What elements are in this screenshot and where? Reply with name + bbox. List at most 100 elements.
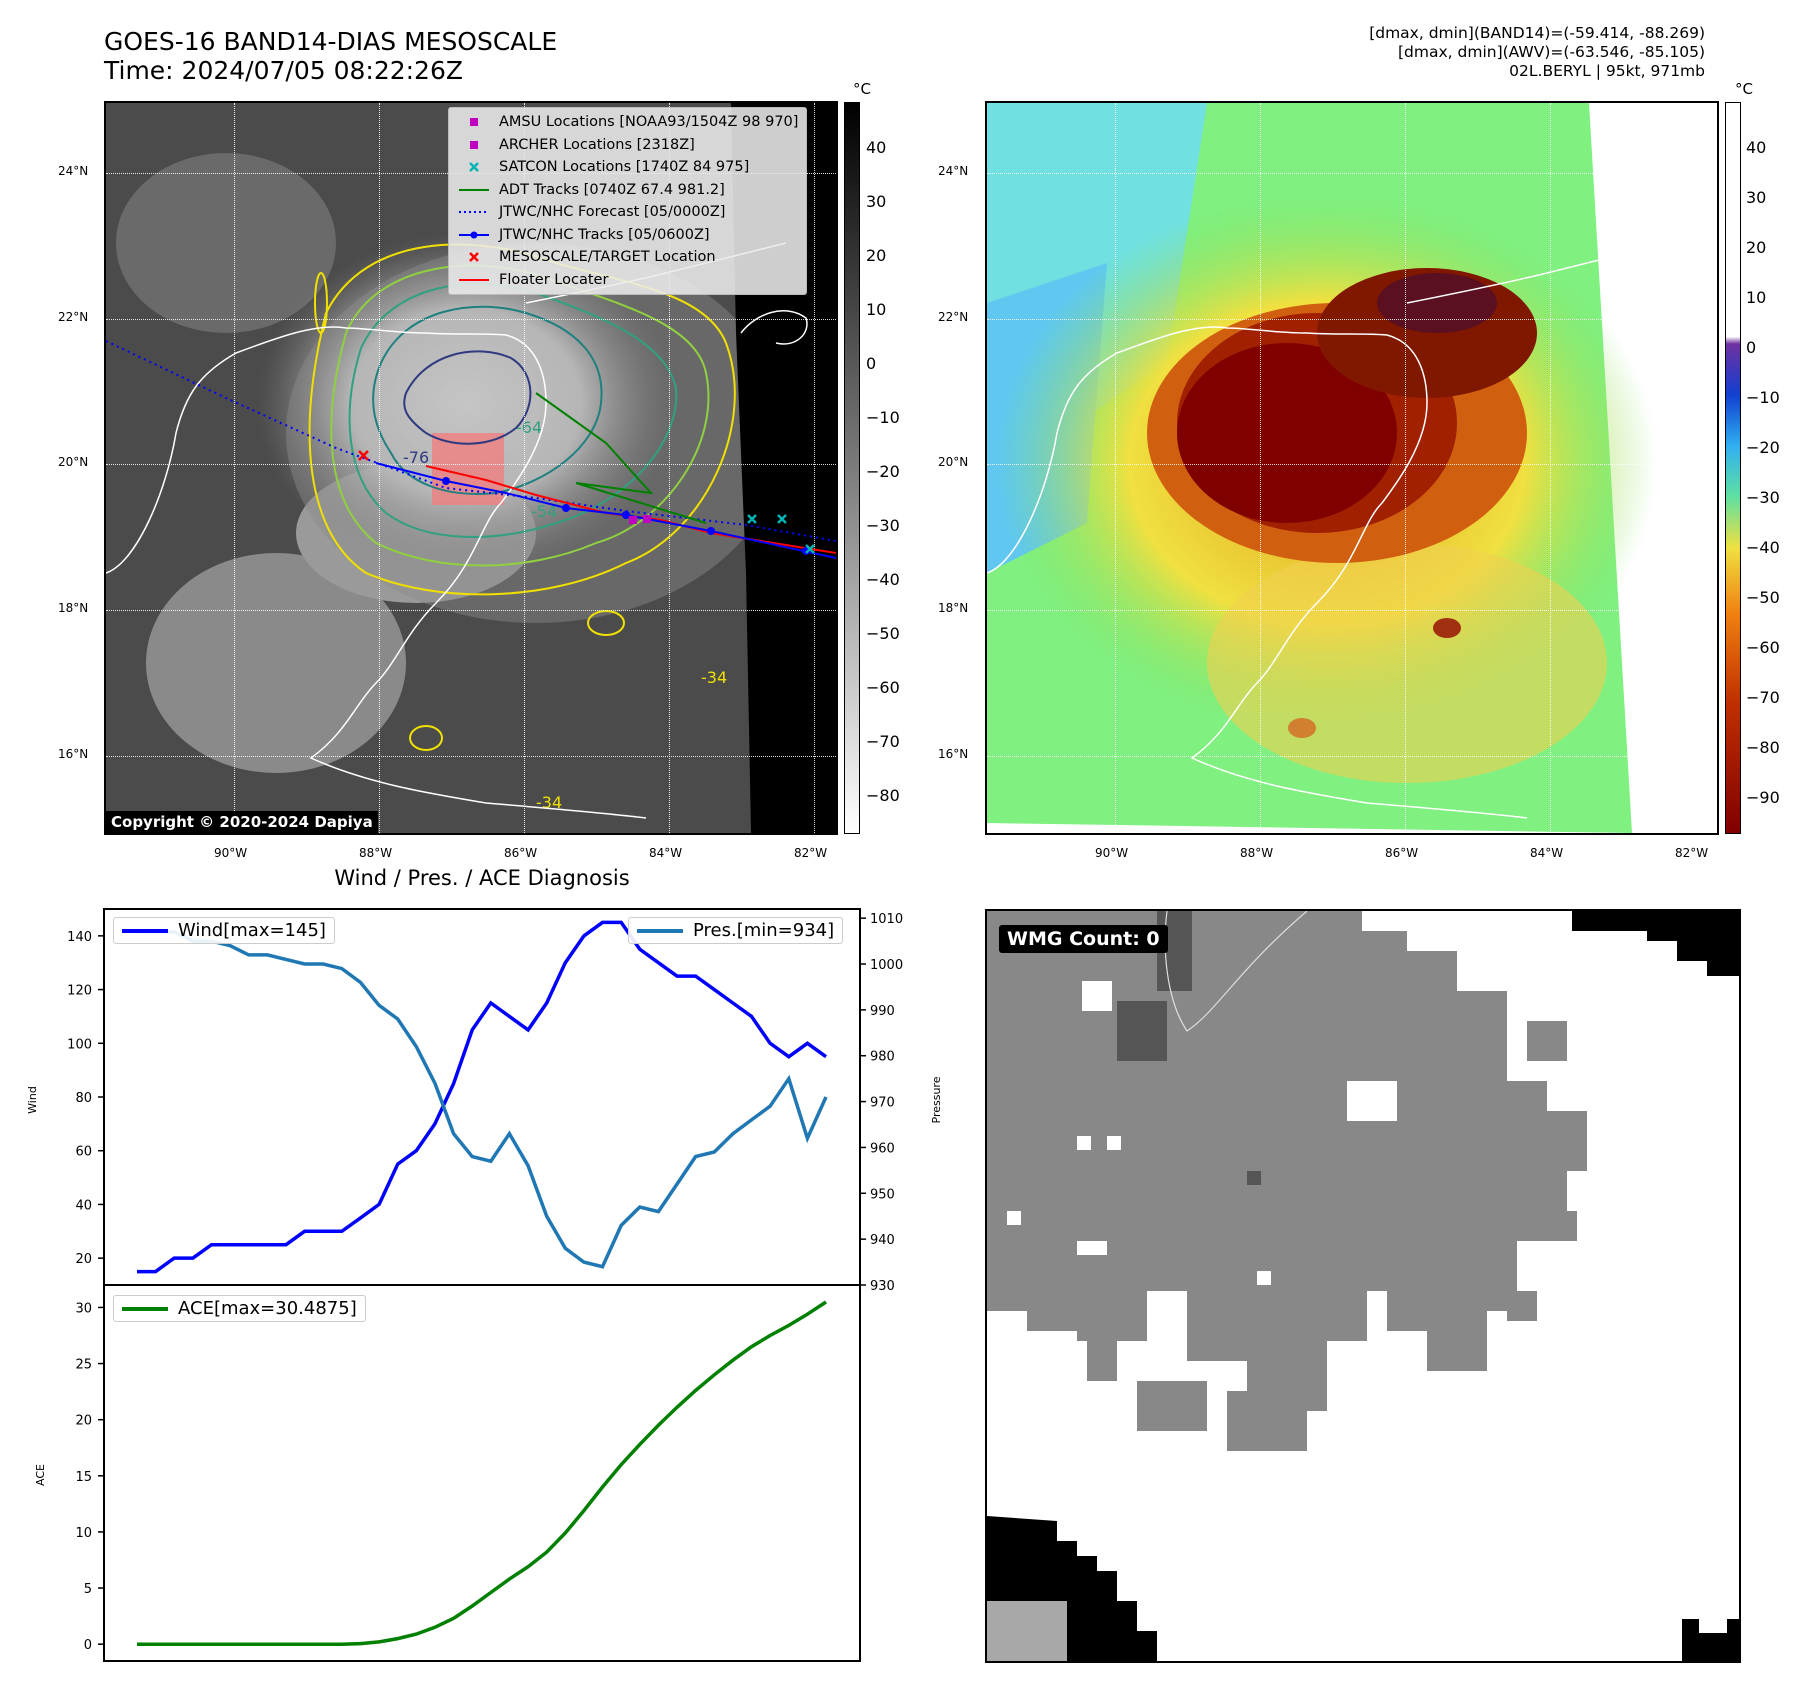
axis-tick-label: 60 bbox=[75, 1145, 92, 1160]
colorbar-tick-label: −80 bbox=[866, 786, 900, 805]
contour-label-3: -54 bbox=[531, 502, 557, 521]
colorbar-tick-label: 30 bbox=[866, 192, 887, 211]
colorbar-tick-label: 10 bbox=[866, 300, 887, 319]
legend-symbol-icon bbox=[457, 229, 491, 241]
pres-ylabel: Pressure bbox=[930, 1076, 943, 1123]
legend-item: AMSU Locations [NOAA93/1504Z 98 970] bbox=[457, 111, 798, 134]
awv-imagery bbox=[987, 103, 1657, 833]
wmg-count-badge: WMG Count: 0 bbox=[999, 925, 1168, 953]
ace-axes bbox=[103, 1284, 861, 1662]
colorbar-tick-label: −60 bbox=[866, 678, 900, 697]
axis-tick-label: 120 bbox=[67, 984, 92, 999]
ace-series-line bbox=[137, 1300, 827, 1646]
plot-title: Wind / Pres. / ACE Diagnosis bbox=[334, 866, 630, 890]
title-line1: GOES-16 BAND14-DIAS MESOSCALE bbox=[104, 27, 558, 56]
map2-lat-22: 22°N bbox=[938, 310, 969, 324]
ace-legend: ACE[max=30.4875] bbox=[113, 1295, 366, 1322]
legend-label: ARCHER Locations [2318Z] bbox=[499, 136, 695, 153]
wind-points bbox=[136, 922, 827, 1272]
axis-tick-label: 970 bbox=[870, 1096, 895, 1111]
pressure-series-line bbox=[137, 930, 828, 1269]
colorbar-tick-label: 40 bbox=[1746, 138, 1767, 157]
colorbar-tick-label: 10 bbox=[1746, 288, 1767, 307]
map2-colorbar bbox=[1725, 102, 1741, 834]
wind-ylabel: Wind bbox=[26, 1086, 39, 1114]
wind-legend-label: Wind[max=145] bbox=[178, 920, 326, 941]
map2-lat-24: 24°N bbox=[938, 164, 969, 178]
info-line1: [dmax, dmin](BAND14)=(-59.414, -88.269) bbox=[1369, 24, 1705, 42]
axis-tick-label: 140 bbox=[67, 930, 92, 945]
colorbar-tick-label: −40 bbox=[866, 570, 900, 589]
axis-tick-label: 80 bbox=[75, 1091, 92, 1106]
map1-colorbar bbox=[844, 102, 860, 834]
colorbar-tick-label: −20 bbox=[866, 462, 900, 481]
colorbar-tick-label: 0 bbox=[1746, 338, 1757, 357]
wind-pres-axes bbox=[103, 908, 861, 1286]
wmg-imagery bbox=[987, 911, 1739, 1661]
storm-tracks bbox=[106, 340, 836, 559]
colorbar-tick-label: 0 bbox=[866, 354, 877, 373]
legend-symbol-icon bbox=[457, 206, 491, 218]
adt-track bbox=[535, 392, 707, 524]
axis-tick-label: 15 bbox=[75, 1470, 92, 1485]
legend-label: JTWC/NHC Tracks [05/0600Z] bbox=[499, 226, 710, 243]
colorbar-tick-label: −10 bbox=[1746, 388, 1780, 407]
legend-item: JTWC/NHC Tracks [05/0600Z] bbox=[457, 224, 798, 247]
axis-tick-label: 0 bbox=[84, 1638, 92, 1653]
contour-label-2: -76 bbox=[403, 448, 429, 467]
info-line2: [dmax, dmin](AWV)=(-63.546, -85.105) bbox=[1398, 43, 1705, 61]
map1-lon-90: 90°W bbox=[214, 846, 248, 860]
colorbar-tick-label: −90 bbox=[1746, 788, 1780, 807]
pressure-points bbox=[136, 931, 827, 1267]
legend-symbol-icon bbox=[457, 251, 491, 263]
legend-item: JTWC/NHC Forecast [05/0000Z] bbox=[457, 201, 798, 224]
pressure-axis-ticks: 930 940 950 960 970 980 990 1000 1010 bbox=[860, 912, 903, 1294]
amsu-marker bbox=[629, 516, 637, 524]
wind-legend-swatch bbox=[122, 928, 168, 933]
intensity-info: [dmax, dmin](BAND14)=(-59.414, -88.269) … bbox=[1369, 24, 1705, 81]
legend-label: Floater Locater bbox=[499, 271, 609, 288]
colorbar-tick-label: 30 bbox=[1746, 188, 1767, 207]
axis-tick-label: 960 bbox=[870, 1141, 895, 1156]
axis-tick-label: 930 bbox=[870, 1279, 895, 1294]
axis-tick-label: 980 bbox=[870, 1050, 895, 1065]
axis-tick-label: 20 bbox=[75, 1414, 92, 1429]
wmg-panel: WMG Count: 0 bbox=[985, 909, 1741, 1663]
band14-map: -64 -76 -54 -34 -34 bbox=[104, 101, 838, 835]
colorbar-tick-label: −60 bbox=[1746, 638, 1780, 657]
colorbar-tick-label: −70 bbox=[1746, 688, 1780, 707]
map2-colorbar-unit: °C bbox=[1735, 80, 1753, 98]
map2-lat-16: 16°N bbox=[938, 747, 969, 761]
pres-legend: Pres.[min=934] bbox=[628, 917, 844, 944]
title-line2: Time: 2024/07/05 08:22:26Z bbox=[104, 56, 463, 85]
legend-item: SATCON Locations [1740Z 84 975] bbox=[457, 156, 798, 179]
legend-item: Floater Locater bbox=[457, 269, 798, 292]
floater-locater-line bbox=[425, 465, 836, 554]
pres-legend-swatch bbox=[637, 928, 683, 933]
colorbar-tick-label: −30 bbox=[1746, 488, 1780, 507]
axis-tick-label: 940 bbox=[870, 1233, 895, 1248]
map1-lon-82: 82°W bbox=[794, 846, 828, 860]
axis-tick-label: 100 bbox=[67, 1037, 92, 1052]
colorbar-tick-label: −30 bbox=[866, 516, 900, 535]
contour-label-5: -34 bbox=[701, 668, 727, 687]
wind-legend: Wind[max=145] bbox=[113, 917, 335, 944]
legend-label: AMSU Locations [NOAA93/1504Z 98 970] bbox=[499, 114, 799, 130]
satcon-markers bbox=[747, 514, 815, 554]
legend-symbol-icon bbox=[457, 161, 491, 173]
legend-symbol-icon bbox=[457, 184, 491, 196]
legend-symbol-icon bbox=[457, 139, 491, 151]
legend-label: ADT Tracks [0740Z 67.4 981.2] bbox=[499, 181, 725, 198]
awv-map bbox=[985, 101, 1719, 835]
legend-symbol-icon bbox=[457, 274, 491, 286]
axis-tick-label: 950 bbox=[870, 1187, 895, 1202]
map2-lon-82: 82°W bbox=[1675, 846, 1709, 860]
wind-axis-ticks: 20 40 60 80 100 120 140 bbox=[67, 930, 104, 1267]
ace-points bbox=[136, 1301, 827, 1645]
colorbar-tick-label: 20 bbox=[1746, 238, 1767, 257]
legend-label: SATCON Locations [1740Z 84 975] bbox=[499, 159, 750, 175]
copyright-badge: Copyright © 2020-2024 Dapiya bbox=[106, 811, 378, 833]
colorbar-tick-label: 20 bbox=[866, 246, 887, 265]
ace-axis-ticks: 0 5 10 15 20 25 30 bbox=[75, 1301, 104, 1653]
